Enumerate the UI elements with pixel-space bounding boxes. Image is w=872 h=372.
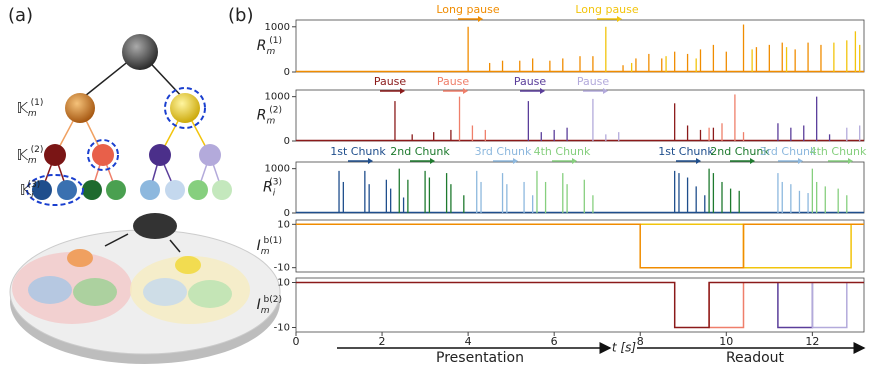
label-base: R bbox=[257, 38, 267, 54]
axis-label: Ri(3) bbox=[263, 177, 282, 198]
annotation-arrowhead bbox=[572, 158, 577, 164]
y-tick-label: 1000 bbox=[265, 22, 290, 33]
phase-label: Presentation bbox=[436, 350, 524, 366]
plot-frame bbox=[295, 219, 865, 273]
label-sup: (1) bbox=[269, 36, 282, 46]
x-tick-label: 4 bbox=[465, 335, 472, 348]
axis-label: Rm(2) bbox=[257, 105, 282, 126]
panel-label: (b) bbox=[228, 5, 253, 26]
annotation: 1st Chunk bbox=[658, 145, 714, 158]
x-tick-label: 8 bbox=[637, 335, 644, 348]
annotation: 2nd Chunk bbox=[710, 145, 770, 158]
plot-frame bbox=[295, 89, 865, 142]
label-base: 𝕂 bbox=[17, 99, 29, 117]
annotation-arrowhead bbox=[617, 16, 622, 22]
step-line bbox=[777, 282, 814, 329]
x-tick-label: 6 bbox=[551, 335, 558, 348]
annotation-arrowhead bbox=[750, 158, 755, 164]
annotation-arrowhead bbox=[463, 88, 468, 94]
label-base: I bbox=[257, 238, 261, 254]
annotation: 1st Chunk bbox=[330, 145, 386, 158]
plot-frame bbox=[295, 277, 865, 333]
label-sup: (3) bbox=[269, 177, 282, 187]
label-sub: i bbox=[31, 191, 34, 201]
y-tick-label: -10 bbox=[274, 263, 290, 274]
x-tick-label: 12 bbox=[805, 335, 819, 348]
axis-label: Imb(2) bbox=[257, 295, 282, 316]
x-tick-label: 0 bbox=[293, 335, 300, 348]
annotation-arrowhead bbox=[430, 158, 435, 164]
label-sup: (2) bbox=[269, 105, 282, 115]
step-line bbox=[296, 281, 864, 329]
annotation-arrowhead bbox=[478, 16, 483, 22]
annotation-arrowhead bbox=[513, 158, 518, 164]
y-tick-label: 10 bbox=[277, 278, 290, 289]
annotation-arrowhead bbox=[603, 88, 608, 94]
annotation: Pause bbox=[374, 75, 407, 88]
y-tick-label: 0 bbox=[284, 67, 290, 78]
axis-label: 𝕂m(2) bbox=[17, 145, 44, 166]
step-line bbox=[811, 282, 848, 329]
axis-label: 𝕂i(3) bbox=[20, 180, 41, 201]
plot-frame bbox=[295, 161, 865, 214]
step-line bbox=[296, 223, 864, 269]
annotation-arrowhead bbox=[540, 88, 545, 94]
label-sup: (3) bbox=[28, 180, 41, 190]
panel-label: (a) bbox=[8, 5, 33, 26]
annotation-arrowhead bbox=[400, 88, 405, 94]
label-base: R bbox=[257, 108, 267, 124]
annotation: 3rd Chunk bbox=[760, 145, 817, 158]
label-sub: m bbox=[266, 116, 275, 126]
annotation: Pause bbox=[577, 75, 610, 88]
annotation: 4th Chunk bbox=[810, 145, 867, 158]
step-line bbox=[708, 282, 745, 329]
label-sup: (1) bbox=[31, 98, 44, 108]
x-axis-label: t [s] bbox=[612, 341, 636, 355]
label-sup: (2) bbox=[31, 145, 44, 155]
label-sub: m bbox=[266, 47, 275, 57]
y-tick-label: 1000 bbox=[265, 164, 290, 175]
axis-label: Rm(1) bbox=[257, 36, 282, 57]
label-base: 𝕂 bbox=[17, 146, 29, 164]
step-line bbox=[296, 223, 864, 269]
annotation-arrowhead bbox=[368, 158, 373, 164]
y-tick-label: 0 bbox=[284, 136, 290, 147]
y-tick-label: -10 bbox=[274, 323, 290, 334]
annotation-arrowhead bbox=[848, 158, 853, 164]
phase-label: Readout bbox=[726, 350, 785, 366]
annotation-arrowhead bbox=[798, 158, 803, 164]
label-sub: m bbox=[261, 306, 270, 316]
label-sub: m bbox=[28, 109, 37, 119]
annotation: Pause bbox=[514, 75, 547, 88]
annotation: 2nd Chunk bbox=[390, 145, 450, 158]
annotation: 3rd Chunk bbox=[475, 145, 532, 158]
y-tick-label: 10 bbox=[277, 219, 290, 230]
label-base: 𝕂 bbox=[20, 181, 32, 199]
x-tick-label: 10 bbox=[719, 335, 733, 348]
x-tick-label: 2 bbox=[379, 335, 386, 348]
label-sub: m bbox=[28, 156, 37, 166]
annotation: Long pause bbox=[436, 3, 500, 16]
label-base: I bbox=[257, 297, 261, 313]
label-sup: b(2) bbox=[264, 295, 282, 305]
label-sub: m bbox=[261, 247, 270, 257]
y-tick-label: 0 bbox=[284, 208, 290, 219]
annotation: 4th Chunk bbox=[534, 145, 591, 158]
axis-label: Imb(1) bbox=[257, 236, 282, 257]
axis-label: 𝕂m(1) bbox=[17, 98, 44, 119]
annotation: Long pause bbox=[575, 3, 639, 16]
label-sup: b(1) bbox=[264, 236, 282, 246]
hierarchy-diagram bbox=[9, 34, 281, 364]
label-sub: i bbox=[273, 188, 276, 198]
label-base: R bbox=[263, 180, 273, 196]
y-tick-label: 1000 bbox=[265, 92, 290, 103]
annotation-arrowhead bbox=[696, 158, 701, 164]
annotation: Pause bbox=[437, 75, 470, 88]
